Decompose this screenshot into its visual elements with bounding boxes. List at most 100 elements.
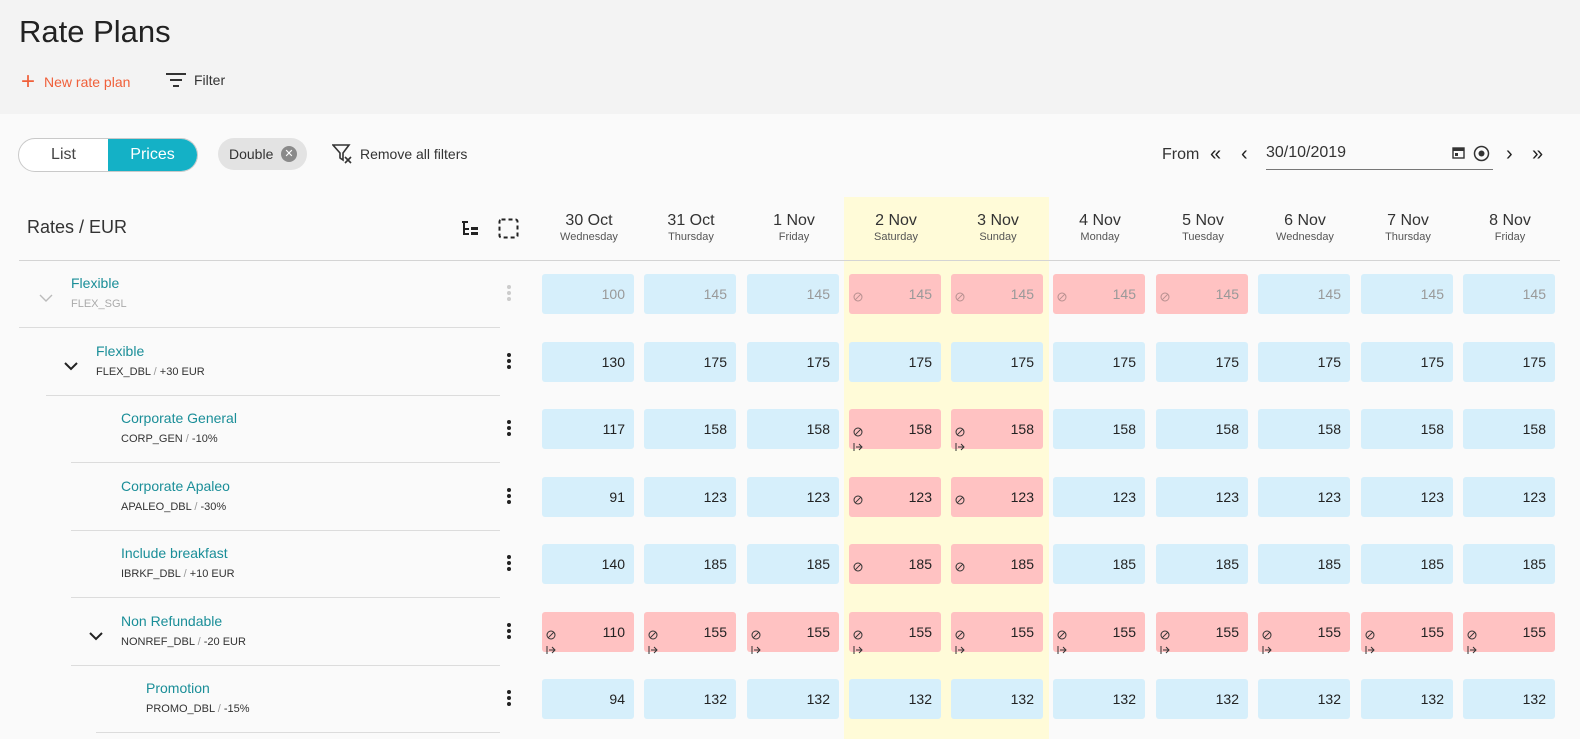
price-cell[interactable]: 175 <box>1156 341 1248 382</box>
price-cell[interactable]: 140 <box>542 544 634 584</box>
price-cell[interactable]: 110 <box>542 611 634 654</box>
price-cell[interactable]: 185 <box>951 544 1043 584</box>
price-cell[interactable]: 175 <box>1053 341 1145 382</box>
price-cell[interactable]: 132 <box>644 679 736 719</box>
double-chevron-left-icon[interactable]: « <box>1210 143 1222 165</box>
price-cell[interactable]: 132 <box>1463 679 1555 719</box>
price-cell[interactable]: 91 <box>542 476 634 517</box>
price-cell[interactable]: 145 <box>1053 274 1145 314</box>
price-cell[interactable]: 123 <box>849 476 941 517</box>
price-cell[interactable]: 158 <box>644 409 736 449</box>
price-cell[interactable]: 145 <box>1156 274 1248 314</box>
price-cell[interactable]: 155 <box>1361 611 1453 654</box>
price-cell[interactable]: 132 <box>1361 679 1453 719</box>
price-cell[interactable]: 145 <box>1361 274 1453 314</box>
chevron-down-icon[interactable] <box>64 358 78 376</box>
rate-plan-name-link[interactable]: Promotion <box>146 680 210 696</box>
price-cell[interactable]: 145 <box>1258 274 1350 314</box>
rate-plan-name-link[interactable]: Flexible <box>96 342 145 359</box>
price-cell[interactable]: 175 <box>1463 341 1555 382</box>
price-cell[interactable]: 123 <box>1156 476 1248 517</box>
rate-plan-name-link[interactable]: Corporate Apaleo <box>121 477 230 494</box>
price-cell[interactable]: 158 <box>1053 409 1145 449</box>
price-cell[interactable]: 158 <box>1258 409 1350 449</box>
more-vert-icon[interactable] <box>504 285 514 305</box>
price-cell[interactable]: 155 <box>1463 611 1555 654</box>
double-chevron-right-icon[interactable]: » <box>1532 143 1544 165</box>
from-date-input[interactable]: 30/10/2019 <box>1266 140 1493 170</box>
price-cell[interactable]: 132 <box>1258 679 1350 719</box>
rate-plan-name-link[interactable]: Flexible <box>71 275 120 291</box>
price-cell[interactable]: 175 <box>951 341 1043 382</box>
price-cell[interactable]: 185 <box>644 544 736 584</box>
more-vert-icon[interactable] <box>504 487 514 508</box>
price-cell[interactable]: 145 <box>1463 274 1555 314</box>
more-vert-icon[interactable] <box>504 420 514 440</box>
price-cell[interactable]: 145 <box>747 274 839 314</box>
price-cell[interactable]: 175 <box>1361 341 1453 382</box>
price-cell[interactable]: 132 <box>1053 679 1145 719</box>
price-cell[interactable]: 123 <box>644 476 736 517</box>
close-circle-icon[interactable]: ✕ <box>281 146 297 162</box>
rate-plan-name-link[interactable]: Non Refundable <box>121 612 223 629</box>
calendar-icon[interactable] <box>1452 146 1465 159</box>
remove-all-filters-button[interactable]: Remove all filters <box>332 143 467 165</box>
price-cell[interactable]: 185 <box>1156 544 1248 584</box>
price-cell[interactable]: 132 <box>747 679 839 719</box>
price-cell[interactable]: 94 <box>542 679 634 719</box>
price-cell[interactable]: 123 <box>1463 476 1555 517</box>
price-cell[interactable]: 132 <box>1156 679 1248 719</box>
price-cell[interactable]: 158 <box>1156 409 1248 449</box>
price-cell[interactable]: 155 <box>1053 611 1145 654</box>
price-cell[interactable]: 132 <box>951 679 1043 719</box>
price-cell[interactable]: 155 <box>747 611 839 654</box>
chevron-left-icon[interactable]: ‹ <box>1241 143 1248 165</box>
price-cell[interactable]: 185 <box>747 544 839 584</box>
price-cell[interactable]: 155 <box>849 611 941 654</box>
price-cell[interactable]: 145 <box>849 274 941 314</box>
price-cell[interactable]: 155 <box>951 611 1043 654</box>
price-cell[interactable]: 158 <box>747 409 839 449</box>
filter-button[interactable]: Filter <box>166 72 225 88</box>
dashed-select-icon[interactable] <box>498 218 519 239</box>
price-cell[interactable]: 158 <box>1361 409 1453 449</box>
price-cell[interactable]: 123 <box>951 476 1043 517</box>
price-cell[interactable]: 155 <box>1258 611 1350 654</box>
rate-plan-name-link[interactable]: Corporate General <box>121 410 237 426</box>
price-cell[interactable]: 123 <box>1361 476 1453 517</box>
price-cell[interactable]: 175 <box>849 341 941 382</box>
price-cell[interactable]: 175 <box>747 341 839 382</box>
price-cell[interactable]: 123 <box>747 476 839 517</box>
price-cell[interactable]: 117 <box>542 409 634 449</box>
price-cell[interactable]: 158 <box>1463 409 1555 449</box>
more-vert-icon[interactable] <box>504 555 514 575</box>
tree-structure-icon[interactable] <box>460 219 480 239</box>
price-cell[interactable]: 175 <box>1258 341 1350 382</box>
chevron-right-icon[interactable]: › <box>1506 143 1513 165</box>
price-cell[interactable]: 175 <box>644 341 736 382</box>
price-cell[interactable]: 100 <box>542 274 634 314</box>
price-cell[interactable]: 132 <box>849 679 941 719</box>
chevron-down-icon[interactable] <box>89 628 103 646</box>
price-cell[interactable]: 155 <box>644 611 736 654</box>
rate-plan-name-link[interactable]: Include breakfast <box>121 545 228 561</box>
price-cell[interactable]: 145 <box>951 274 1043 314</box>
price-cell[interactable]: 185 <box>1463 544 1555 584</box>
price-cell[interactable]: 185 <box>1361 544 1453 584</box>
price-cell[interactable]: 158 <box>849 409 941 451</box>
price-cell[interactable]: 123 <box>1053 476 1145 517</box>
price-cell[interactable]: 185 <box>849 544 941 584</box>
price-cell[interactable]: 158 <box>951 409 1043 451</box>
price-cell[interactable]: 123 <box>1258 476 1350 517</box>
view-prices-button[interactable]: Prices <box>108 139 197 171</box>
price-cell[interactable]: 145 <box>644 274 736 314</box>
price-cell[interactable]: 185 <box>1053 544 1145 584</box>
new-rate-plan-button[interactable]: + New rate plan <box>21 70 130 94</box>
chevron-down-icon[interactable] <box>39 290 53 308</box>
view-list-button[interactable]: List <box>51 146 76 163</box>
price-cell[interactable]: 130 <box>542 341 634 382</box>
more-vert-icon[interactable] <box>504 622 514 643</box>
more-vert-icon[interactable] <box>504 690 514 710</box>
target-icon[interactable] <box>1473 145 1490 162</box>
more-vert-icon[interactable] <box>504 352 514 373</box>
